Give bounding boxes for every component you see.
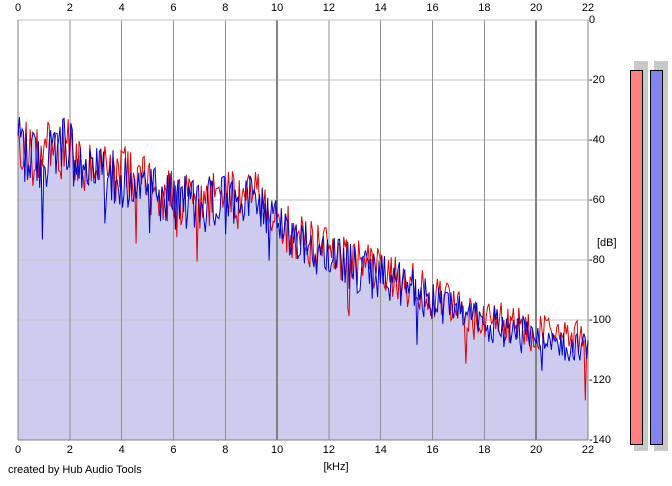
y-tick-label: -120 — [589, 374, 612, 386]
y-tick-label: 0 — [589, 14, 596, 26]
y-tick-label: -140 — [589, 434, 612, 446]
spectrum-trace-blue — [17, 116, 589, 371]
y-tick-label: -60 — [589, 194, 605, 206]
left-level-meter — [630, 70, 643, 445]
x-tick-label: 16 — [426, 444, 439, 456]
spectrum-area-fill — [18, 117, 588, 440]
x-tick-label: 20 — [530, 2, 543, 14]
x-tick-label: 10 — [270, 2, 284, 14]
x-tick-label: 10 — [270, 444, 284, 456]
x-tick-label: 16 — [426, 2, 439, 14]
x-tick-label: 0 — [14, 444, 22, 456]
x-tick-label: 6 — [170, 444, 177, 456]
right-level-meter — [650, 70, 663, 445]
x-tick-label: 22 — [581, 444, 595, 456]
x-tick-label: 18 — [478, 444, 491, 456]
credit-text: created by Hub Audio Tools — [8, 464, 142, 476]
x-tick-label: 8 — [222, 444, 229, 456]
y-tick-label: -20 — [589, 74, 605, 86]
x-tick-label: 14 — [374, 2, 387, 14]
y-tick-label: -80 — [589, 254, 605, 266]
x-tick-label: 22 — [581, 2, 595, 14]
x-tick-label: 12 — [322, 2, 336, 14]
x-tick-label: 2 — [66, 444, 73, 456]
y-tick-label: -40 — [589, 134, 605, 146]
x-tick-label: 20 — [530, 444, 543, 456]
x-tick-label: 14 — [374, 444, 387, 456]
x-tick-label: 6 — [170, 2, 177, 14]
x-tick-label: 4 — [118, 444, 125, 456]
y-axis-unit-label: [dB] — [597, 237, 617, 249]
x-tick-label: 0 — [14, 2, 22, 14]
x-tick-label: 2 — [66, 2, 73, 14]
x-tick-label: 18 — [478, 2, 491, 14]
x-tick-label: 8 — [222, 2, 229, 14]
x-axis-unit-label: [kHz] — [323, 461, 349, 473]
x-tick-label: 12 — [322, 444, 336, 456]
x-tick-label: 4 — [118, 2, 125, 14]
y-tick-label: -100 — [589, 314, 612, 326]
